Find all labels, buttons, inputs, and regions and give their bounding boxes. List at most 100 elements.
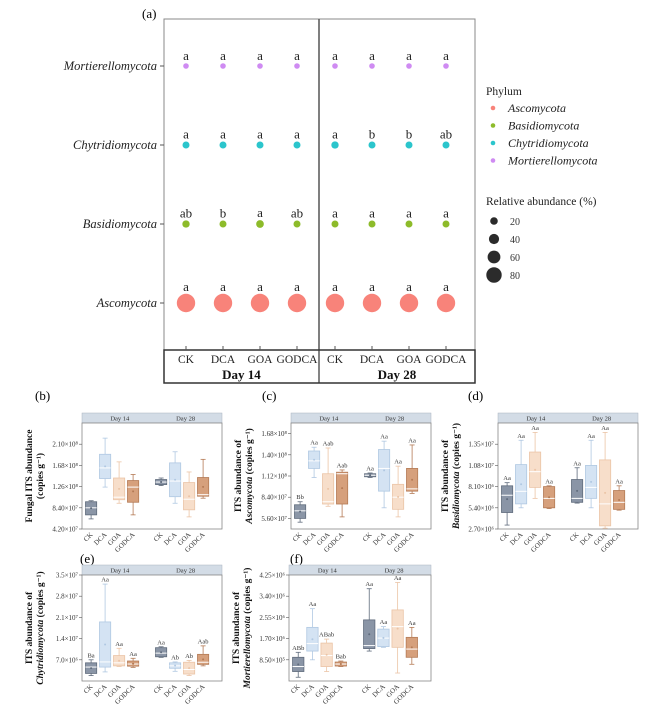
data-point [368, 633, 371, 636]
data-point [160, 481, 163, 484]
legend-marker-basidiomycota [490, 123, 496, 128]
significance-letter: Aa [587, 433, 595, 440]
y-axis-label-line-2: Basidiomycota (copies g⁻¹) [451, 423, 462, 530]
data-point [382, 636, 385, 639]
data-point [104, 465, 107, 468]
data-point [604, 491, 607, 494]
point-mortierellomycota-day-28-goa [406, 63, 412, 69]
significance-letter: Aab [198, 638, 209, 645]
y-tick-label-mortierellomycota: Mortierellomycota [63, 59, 157, 73]
x-tick-label-dca: DCA [92, 531, 108, 547]
box-day-14-goa: Aab [322, 440, 335, 507]
data-point [618, 498, 621, 501]
significance-letter: Aa [310, 440, 318, 447]
point-chytridiomycota-day-28-ck [331, 141, 339, 149]
y-tick-label-basidiomycota: Basidiomycota [83, 217, 157, 231]
significance-letter: a [443, 205, 449, 220]
data-point [411, 478, 414, 481]
box-day-28-dca: Aa [377, 619, 390, 648]
box-day-28-godca: Aa [406, 437, 419, 494]
significance-letter: a [332, 126, 338, 141]
significance-letter: Aa [394, 459, 402, 466]
data-point [590, 480, 593, 483]
significance-letter: ABab [319, 632, 334, 639]
significance-letter: a [443, 279, 449, 294]
y-tick-label: 2.8×10⁷ [56, 593, 79, 601]
significance-letter: Aa [545, 478, 553, 485]
box-day-14-godca: Bab [334, 654, 347, 667]
data-point [341, 487, 344, 490]
facet-label-day-28: Day 28 [176, 568, 195, 575]
panel-b-box-chart: (b) Day 14 Day 28 4.20×10⁷ 8.40×10⁷ 1.26×10⁸ 1… [25, 388, 223, 554]
point-basidiomycota-day-28-goa [405, 220, 413, 228]
y-tick-label: 3.40×10⁶ [259, 593, 285, 601]
legend-size-label-60: 60 [510, 253, 520, 264]
data-point [188, 495, 191, 498]
significance-letter: a [294, 48, 300, 63]
y-tick-label: 1.68×10⁸ [52, 462, 78, 470]
y-tick-label: 2.70×10⁶ [468, 526, 494, 534]
panel-d-box-chart: (d) Day 14 Day 28 2.70×10⁶ 5.40×10⁶ 8.10×10⁶ 1… [441, 388, 639, 554]
data-point [202, 485, 205, 488]
facet-label-day-28: Day 28 [385, 416, 404, 423]
facet-label-day-14: Day 14 [318, 568, 338, 575]
data-point [174, 664, 177, 667]
box-day-28-ck: Aa [155, 639, 168, 658]
box-day-14-godca: Aa [127, 651, 140, 668]
box-day-14-godca [127, 474, 140, 516]
box-day-28-dca: Aa [378, 434, 391, 509]
significance-letter: Aab [337, 462, 348, 469]
legend-label-chytridiomycota: Chytridiomycota [508, 136, 589, 150]
significance-letter: Aa [380, 619, 388, 626]
x-tick-label-dca: DCA [371, 531, 387, 547]
box-day-14-godca: Aa [543, 478, 556, 509]
legend-label-mortierellomycota: Mortierellomycota [507, 154, 598, 168]
box-day-28-goa [183, 471, 196, 518]
point-ascomycota-day-28-godca [436, 293, 456, 313]
x-tick-label-dca: DCA [301, 531, 317, 547]
significance-letter: a [332, 205, 338, 220]
panel-f-label: (f) [290, 551, 303, 566]
box-panels: (b) Day 14 Day 28 4.20×10⁷ 8.40×10⁷ 1.26×10⁸ 1… [25, 388, 639, 706]
point-mortierellomycota-day-14-dca [220, 63, 226, 69]
box-day-28-ck: Aa [363, 581, 376, 652]
facet-strip [497, 412, 639, 424]
point-basidiomycota-day-14-dca [219, 220, 227, 228]
box-day-14-dca: Aa [306, 601, 319, 661]
significance-letter: Aa [115, 641, 123, 648]
panel-a-bubble-chart: (a) Mortierellomycota Chytridiomycota Basi… [63, 6, 598, 384]
point-ascomycota-day-14-dca [213, 293, 233, 313]
point-ascomycota-day-28-goa [399, 293, 419, 313]
facet-label-day-28: Day 28 [385, 568, 404, 575]
significance-letter: Aab [323, 440, 334, 447]
y-tick-label: 8.40×10⁷ [261, 494, 287, 502]
data-point [327, 487, 330, 490]
legend-phylum-title: Phylum [486, 86, 522, 98]
significance-letter: a [257, 48, 263, 63]
significance-letter: Bb [296, 494, 304, 501]
point-mortierellomycota-day-28-godca [443, 63, 449, 69]
x-tick-label-ck: CK [327, 354, 344, 366]
data-point [90, 507, 93, 510]
panel-a-y-axis: Mortierellomycota Chytridiomycota Basidiom… [63, 59, 164, 310]
box-day-28-goa: Ab [183, 653, 196, 676]
data-point [506, 498, 509, 501]
box-day-14-dca: Aa [515, 433, 528, 509]
legend-size-marker-40 [488, 233, 500, 245]
data-point [118, 659, 121, 662]
legend-label-basidiomycota: Basidiomycota [508, 119, 579, 133]
data-point [299, 510, 302, 513]
significance-letter: Aa [309, 601, 317, 608]
significance-letter: a [332, 279, 338, 294]
y-tick-label: 8.10×10⁶ [468, 483, 494, 491]
y-tick-label: 1.40×10⁸ [261, 451, 287, 459]
box-day-14-ck: Bb [294, 494, 307, 523]
significance-letter: Aa [365, 581, 373, 588]
significance-letter: ab [180, 205, 192, 220]
significance-letter: a [220, 126, 226, 141]
box-day-28-ck: Aa [364, 465, 377, 478]
data-point [369, 474, 372, 477]
box-day-28-godca [197, 458, 210, 499]
point-mortierellomycota-day-28-dca [369, 63, 375, 69]
